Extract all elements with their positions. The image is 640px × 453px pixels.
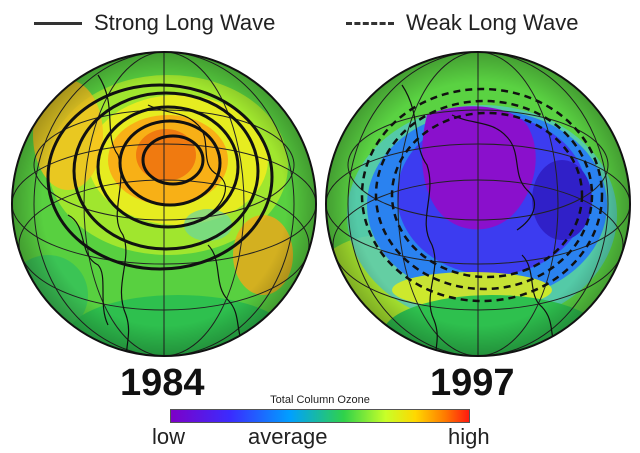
color-scale-bar xyxy=(170,409,470,423)
globe-1997 xyxy=(325,51,631,357)
dashed-line-swatch xyxy=(346,21,394,25)
scale-label-average: average xyxy=(248,424,328,449)
scale-label-high: high xyxy=(448,424,490,449)
legend-weak-label: Weak Long Wave xyxy=(406,10,579,35)
scale-label-low: low xyxy=(152,424,186,449)
solid-line-swatch xyxy=(34,21,82,25)
legend-strong-label: Strong Long Wave xyxy=(94,10,276,35)
legend-weak-long-wave: Weak Long Wave xyxy=(346,8,578,38)
globe-1984 xyxy=(11,51,317,357)
year-label-1997: 1997 xyxy=(430,362,515,404)
legend-strong-long-wave: Strong Long Wave xyxy=(34,8,275,38)
year-label-1984: 1984 xyxy=(120,362,205,404)
color-scale-title: Total Column Ozone xyxy=(270,394,370,406)
